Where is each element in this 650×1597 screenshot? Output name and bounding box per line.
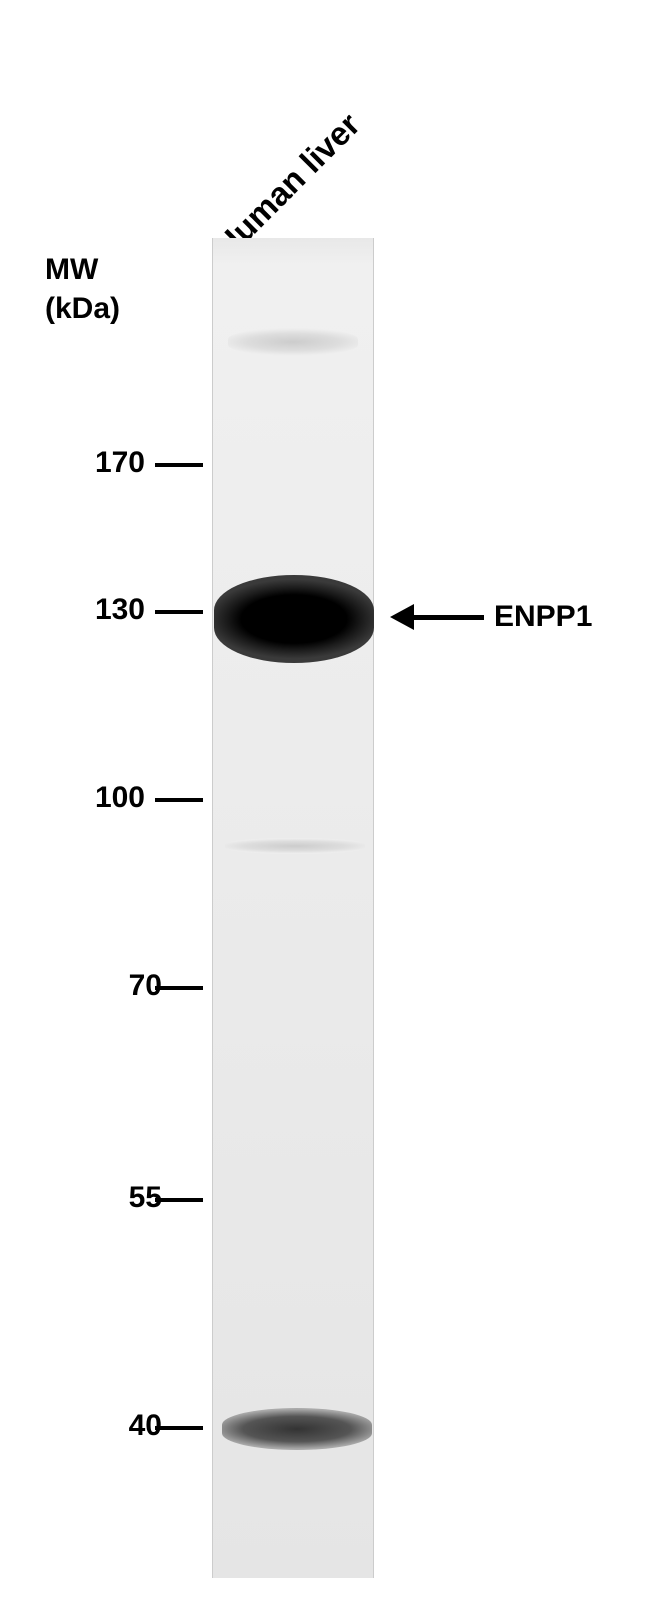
marker-label-100: 100 [65, 781, 145, 815]
band-band-40kda [222, 1408, 372, 1450]
mw-label-line1: MW [45, 250, 120, 289]
marker-tick-55 [155, 1198, 203, 1202]
band-mid-faint [225, 838, 365, 854]
blot-lane-strip [212, 238, 374, 1578]
marker-label-170: 170 [65, 446, 145, 480]
arrow-label: ENPP1 [494, 600, 592, 634]
target-arrow-enpp1: ENPP1 [390, 600, 592, 634]
marker-tick-40 [155, 1426, 203, 1430]
marker-label-70: 70 [82, 969, 162, 1003]
band-enpp1-main [214, 575, 374, 663]
marker-label-40: 40 [82, 1409, 162, 1443]
arrow-head-icon [390, 604, 414, 630]
marker-tick-100 [155, 798, 203, 802]
marker-tick-170 [155, 463, 203, 467]
band-top-faint [228, 328, 358, 356]
marker-tick-130 [155, 610, 203, 614]
mw-axis-header: MW (kDa) [45, 250, 120, 328]
marker-label-130: 130 [65, 593, 145, 627]
marker-label-55: 55 [82, 1181, 162, 1215]
mw-label-line2: (kDa) [45, 289, 120, 328]
arrow-shaft [414, 615, 484, 620]
marker-tick-70 [155, 986, 203, 990]
